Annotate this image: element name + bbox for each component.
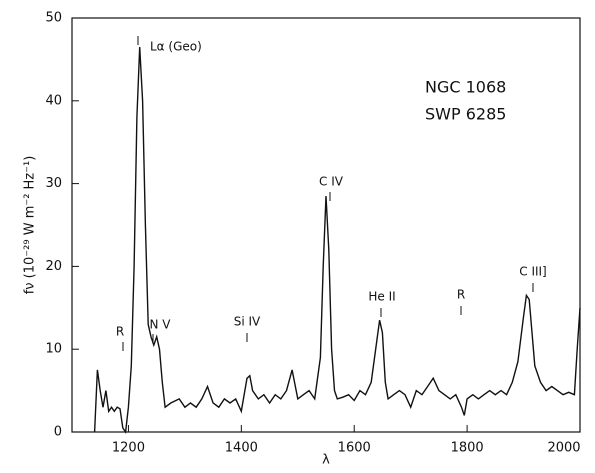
- annotation: R: [116, 325, 124, 339]
- annotation: R: [457, 288, 465, 302]
- y-tick-label: 20: [45, 259, 62, 274]
- y-tick-label: 30: [45, 176, 62, 191]
- y-tick-label: 0: [54, 425, 62, 440]
- annotation: Lα (Geo): [150, 40, 202, 54]
- annotation: C III]: [519, 265, 547, 279]
- x-tick-label: 1400: [225, 441, 258, 456]
- annotation: He II: [368, 290, 395, 304]
- y-tick-label: 10: [45, 342, 62, 357]
- chart-title: SWP 6285: [425, 105, 506, 124]
- annotation: N V: [150, 318, 172, 332]
- annotation: C IV: [319, 175, 344, 189]
- y-tick-label: 40: [45, 93, 62, 108]
- chart-title: NGC 1068: [425, 78, 506, 97]
- spectrum-line: [93, 46, 581, 434]
- x-tick-label: 2000: [547, 441, 580, 456]
- y-tick-label: 50: [45, 11, 62, 26]
- x-tick-label: 1800: [451, 441, 484, 456]
- x-axis-label: λ: [322, 453, 330, 468]
- x-tick-label: 1200: [112, 441, 145, 456]
- x-tick-label: 1600: [338, 441, 371, 456]
- plot-frame: [71, 17, 581, 433]
- y-axis-label: fν (10⁻²⁹ W m⁻² Hz⁻¹): [23, 156, 38, 295]
- annotation: Si IV: [234, 315, 261, 329]
